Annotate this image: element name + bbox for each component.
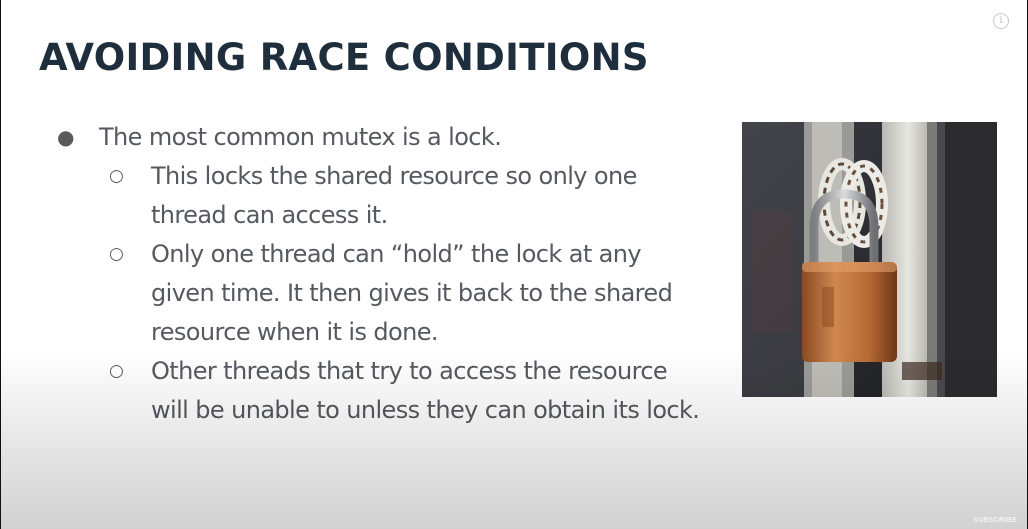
sub-bullet-text: Other threads that try to access the res…	[151, 357, 700, 424]
bullet-text: The most common mutex is a lock.	[99, 123, 502, 151]
bullet-item: ● The most common mutex is a lock.	[57, 118, 737, 157]
sub-bullet-item: ○ This locks the shared resource so only…	[109, 157, 737, 235]
bullet-list: ● The most common mutex is a lock. ○ Thi…	[57, 118, 737, 430]
sub-bullet-text: Only one thread can “hold” the lock at a…	[151, 240, 673, 346]
sub-bullet-marker: ○	[109, 166, 124, 186]
slide-title: AVOIDING RACE CONDITIONS	[39, 36, 649, 79]
info-icon[interactable]: i	[993, 13, 1009, 29]
sub-bullet-marker: ○	[109, 244, 124, 264]
sub-bullet-item: ○ Only one thread can “hold” the lock at…	[109, 235, 737, 352]
padlock-photo	[742, 122, 997, 397]
sub-bullet-text: This locks the shared resource so only o…	[151, 162, 637, 229]
subscribe-watermark[interactable]: SUBSCRIBE	[973, 517, 1017, 524]
bullet-marker: ●	[57, 125, 75, 149]
sub-bullet-marker: ○	[109, 361, 124, 381]
sub-bullet-item: ○ Other threads that try to access the r…	[109, 352, 737, 430]
